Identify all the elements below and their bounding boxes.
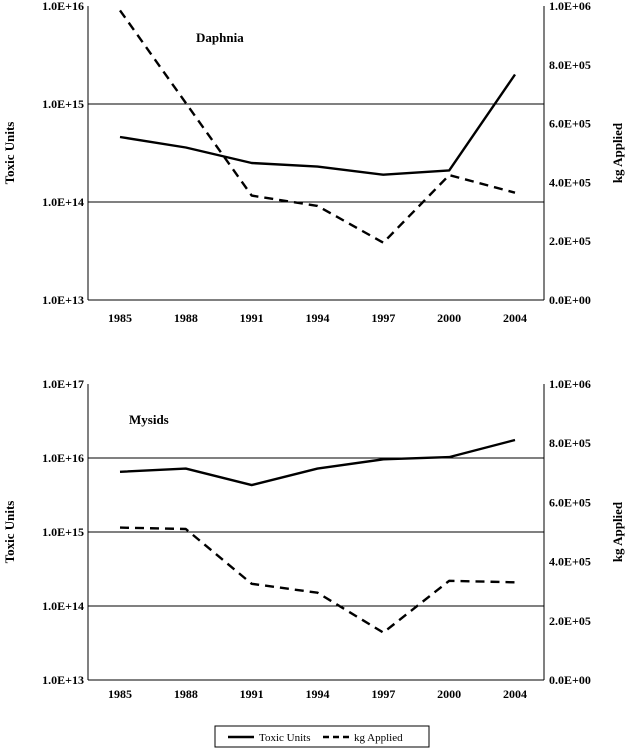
x-tick-label: 1994 bbox=[306, 687, 330, 701]
right-tick-label: 4.0E+05 bbox=[549, 175, 591, 189]
left-axis-title: Toxic Units bbox=[2, 501, 17, 564]
x-tick-label: 1985 bbox=[108, 311, 132, 325]
x-tick-label: 1997 bbox=[371, 311, 395, 325]
left-tick-label: 1.0E+16 bbox=[42, 0, 84, 13]
right-tick-label: 6.0E+05 bbox=[549, 117, 591, 131]
right-tick-label: 8.0E+05 bbox=[549, 58, 591, 72]
x-tick-label: 1988 bbox=[174, 687, 198, 701]
right-tick-label: 6.0E+05 bbox=[549, 495, 591, 509]
legend-label-toxic-units: Toxic Units bbox=[259, 732, 310, 744]
left-tick-label: 1.0E+13 bbox=[42, 673, 84, 687]
panel-label: Daphnia bbox=[196, 30, 244, 45]
legend: Toxic Units kg Applied bbox=[214, 725, 430, 748]
daphnia-chart: 1.0E+13 1.0E+14 1.0E+15 1.0E+16 0.0E+00 2.0E+… bbox=[2, 0, 625, 325]
right-tick-label: 1.0E+06 bbox=[549, 377, 591, 391]
x-tick-label: 2000 bbox=[437, 687, 461, 701]
right-axis-title: kg Applied bbox=[610, 122, 625, 183]
right-tick-label: 1.0E+06 bbox=[549, 0, 591, 13]
left-tick-label: 1.0E+17 bbox=[42, 377, 84, 391]
left-tick-label: 1.0E+15 bbox=[42, 97, 84, 111]
x-tick-label: 2004 bbox=[503, 311, 527, 325]
mysids-chart: 1.0E+13 1.0E+14 1.0E+15 1.0E+16 1.0E+17 0.0E+… bbox=[2, 377, 625, 701]
x-tick-label: 1991 bbox=[240, 311, 264, 325]
left-tick-label: 1.0E+16 bbox=[42, 451, 84, 465]
left-tick-label: 1.0E+13 bbox=[42, 293, 84, 307]
x-tick-label: 1988 bbox=[174, 311, 198, 325]
series-line-toxic-units bbox=[119, 438, 516, 487]
right-tick-label: 4.0E+05 bbox=[549, 555, 591, 569]
x-tick-label: 1994 bbox=[306, 311, 330, 325]
right-tick-label: 2.0E+05 bbox=[549, 234, 591, 248]
right-axis-title: kg Applied bbox=[610, 501, 625, 562]
left-tick-label: 1.0E+14 bbox=[42, 195, 84, 209]
left-tick-label: 1.0E+15 bbox=[42, 525, 84, 539]
right-tick-label: 8.0E+05 bbox=[549, 436, 591, 450]
series-line-toxic-units bbox=[119, 73, 516, 176]
right-tick-label: 2.0E+05 bbox=[549, 614, 591, 628]
right-tick-label: 0.0E+00 bbox=[549, 293, 591, 307]
x-tick-label: 1997 bbox=[371, 687, 395, 701]
legend-label-kg-applied: kg Applied bbox=[354, 732, 403, 744]
x-tick-label: 1991 bbox=[240, 687, 264, 701]
right-tick-label: 0.0E+00 bbox=[549, 673, 591, 687]
x-tick-label: 2000 bbox=[437, 311, 461, 325]
x-tick-label: 2004 bbox=[503, 687, 527, 701]
legend-box bbox=[214, 725, 430, 748]
left-axis-title: Toxic Units bbox=[2, 122, 17, 185]
series-line-kg-applied bbox=[119, 9, 516, 244]
left-tick-label: 1.0E+14 bbox=[42, 599, 84, 613]
x-tick-label: 1985 bbox=[108, 687, 132, 701]
series-line-kg-applied bbox=[119, 526, 516, 634]
panel-label: Mysids bbox=[129, 412, 169, 427]
